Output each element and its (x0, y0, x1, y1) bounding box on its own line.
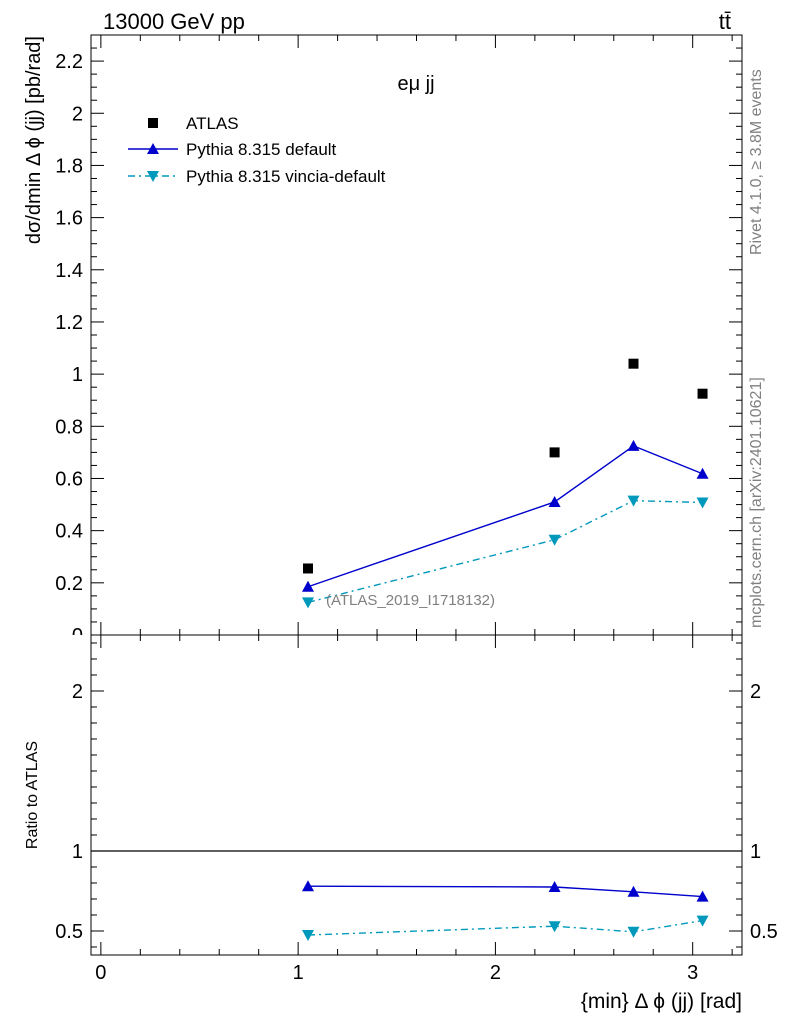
ratio-series-1-point (302, 930, 314, 941)
energy-label: 13000 GeV pp (103, 9, 245, 34)
main-y-tick-label: 1.6 (55, 208, 83, 230)
main-series-2-point (696, 497, 709, 509)
legend-marker-1 (147, 143, 159, 154)
ratio-series-1-point (696, 915, 709, 927)
ratio-series-line-1 (307, 919, 703, 936)
x-tick-label: 3 (687, 962, 698, 984)
process-label: tt̄ (719, 9, 731, 34)
main-y-tick-label: 1.8 (55, 155, 83, 177)
ratio-series-0-point (548, 881, 561, 892)
ratio-series-1-point (548, 921, 561, 933)
ratio-y-tick-label-right: 2 (750, 681, 761, 703)
ratio-y-axis-label: Ratio to ATLAS (24, 741, 41, 849)
legend-label-pythia-default: Pythia 8.315 default (186, 140, 337, 159)
ratio-series-1-point (627, 926, 640, 938)
ratio-plot-panel: 0.5 0.5 1 1 2 2 0 1 2 3 (55, 634, 778, 984)
main-y-tick-label: 0.4 (55, 521, 83, 543)
main-series-1-point (627, 439, 640, 451)
ratio-series-0-point (302, 880, 314, 892)
ratio-series-0-point (696, 890, 709, 902)
main-y-tick-label: 1 (72, 364, 83, 386)
x-tick-label: 0 (95, 962, 106, 984)
main-y-tick-label: 1.4 (55, 260, 83, 282)
rivet-version-label: Rivet 4.1.0, ≥ 3.8M events (748, 69, 765, 255)
legend-marker-2 (147, 171, 159, 182)
main-series-0-point (549, 447, 560, 458)
x-axis-label: {min} Δ ϕ (jj) [rad] (581, 990, 742, 1013)
legend-label-pythia-vincia: Pythia 8.315 vincia-default (186, 167, 386, 186)
main-plot-title: eμ jj (397, 73, 434, 95)
main-series-2-point (627, 495, 640, 507)
analysis-watermark: (ATLAS_2019_I1718132) (326, 592, 495, 609)
main-plot-panel: 0.2 0.4 0.6 0.8 1 1.2 1.4 1.6 1.8 2 2.2 0 (55, 34, 743, 647)
source-label: mcplots.cern.ch [arXiv:2401.10621] (748, 377, 765, 628)
legend: ATLAS Pythia 8.315 default Pythia 8.315 … (128, 114, 386, 186)
main-series-2-point (548, 534, 561, 546)
main-series-line-1 (307, 445, 703, 588)
main-series-0-point (697, 388, 708, 399)
ratio-y-tick-label-left: 2 (72, 681, 83, 703)
main-y-tick-label: 1.2 (55, 312, 83, 334)
main-series-0-point (628, 358, 639, 369)
ratio-y-tick-label-left: 0.5 (55, 921, 83, 943)
main-series-0-point (303, 563, 313, 574)
main-y-tick-label: 0.8 (55, 416, 83, 438)
main-series-1-point (696, 467, 709, 479)
x-tick-label: 2 (490, 962, 501, 984)
ratio-plot-frame (90, 634, 743, 956)
ratio-y-tick-label-right: 0.5 (750, 921, 778, 943)
main-series-1-point (548, 495, 561, 507)
main-y-tick-label: 0.2 (55, 573, 83, 595)
main-y-tick-label-zero: 0 (72, 625, 83, 647)
ratio-y-tick-label-left: 1 (72, 841, 83, 863)
legend-marker-0 (148, 118, 158, 128)
legend-label-atlas: ATLAS (186, 114, 239, 133)
ratio-series-line-0 (307, 885, 703, 898)
ratio-series-0-point (627, 885, 640, 897)
ratio-y-tick-label-right: 1 (750, 841, 761, 863)
main-series-1-point (302, 580, 314, 592)
main-y-axis-label: dσ/dmin Δ ϕ (jj) [pb/rad] (23, 36, 45, 244)
main-y-tick-label: 0.6 (55, 468, 83, 490)
main-y-tick-label: 2 (72, 103, 83, 125)
main-y-tick-label: 2.2 (55, 51, 83, 73)
x-tick-label: 1 (293, 962, 304, 984)
main-series-2-point (302, 597, 314, 609)
main-series-line-2 (307, 499, 703, 604)
